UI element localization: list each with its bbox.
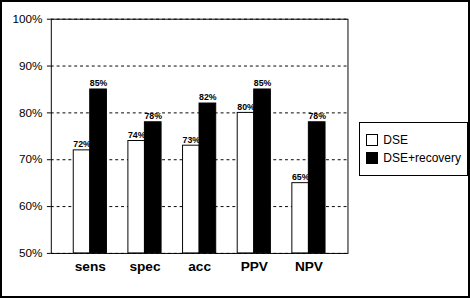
html-text:DSE: DSE [383, 133, 408, 147]
svg-text:80%: 80% [237, 102, 255, 112]
svg-text:74%: 74% [128, 130, 146, 140]
svg-text:82%: 82% [199, 93, 217, 103]
svg-text:spec: spec [129, 259, 161, 274]
svg-text:85%: 85% [254, 79, 272, 89]
svg-text:acc: acc [188, 259, 211, 274]
svg-text:78%: 78% [308, 112, 326, 122]
svg-text:60%: 60% [19, 200, 42, 213]
svg-text:80%: 80% [19, 106, 42, 119]
svg-text:65%: 65% [292, 173, 310, 183]
svg-text:70%: 70% [19, 153, 42, 166]
svg-text:90%: 90% [19, 59, 42, 72]
svg-text:PPV: PPV [241, 259, 269, 274]
svg-text:72%: 72% [73, 140, 91, 150]
svg-text:NPV: NPV [295, 259, 324, 274]
svg-text:73%: 73% [183, 135, 201, 145]
svg-text:78%: 78% [144, 112, 162, 122]
html-text:DSE+recovery: DSE+recovery [383, 151, 461, 165]
svg-text:sens: sens [75, 259, 107, 274]
svg-text:100%: 100% [13, 12, 43, 25]
svg-text:50%: 50% [19, 247, 42, 260]
svg-text:85%: 85% [90, 79, 108, 89]
